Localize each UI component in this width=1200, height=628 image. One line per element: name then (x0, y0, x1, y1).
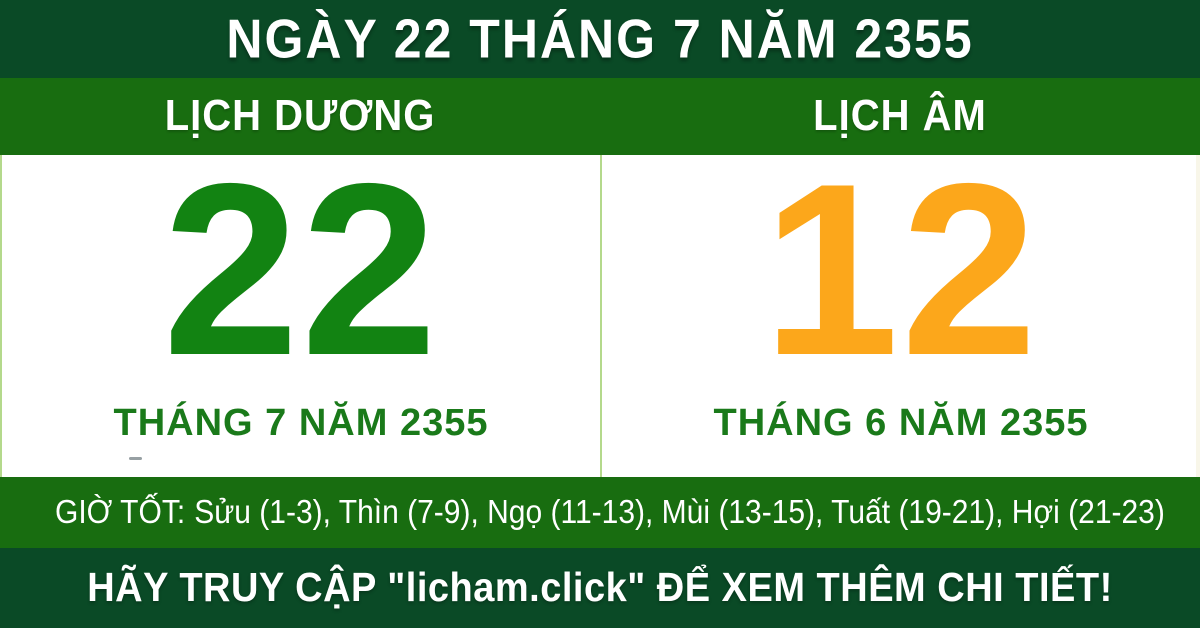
lunar-day-number: 12 (602, 146, 1200, 401)
good-hours-bar: GIỜ TỐT: Sửu (1-3), Thìn (7-9), Ngọ (11-1… (0, 477, 1200, 548)
footer-cta-bar: HÃY TRUY CẬP "licham.click" ĐỂ XEM THÊM … (0, 548, 1200, 628)
lunar-day-value: 12 (762, 131, 1040, 406)
date-title: NGÀY 22 THÁNG 7 NĂM 2355 (226, 8, 974, 70)
good-hours-text: GIỜ TỐT: Sửu (1-3), Thìn (7-9), Ngọ (11-1… (55, 493, 1165, 531)
date-title-bar: NGÀY 22 THÁNG 7 NĂM 2355 (0, 0, 1200, 78)
solar-day-number: 22 (2, 146, 600, 401)
good-hours-list: Sửu (1-3), Thìn (7-9), Ngọ (11-13), Mùi … (194, 493, 1165, 531)
lunar-panel: 12 THÁNG 6 NĂM 2355 (602, 146, 1200, 477)
solar-header-label: LỊCH DƯƠNG (164, 92, 436, 140)
calendar-body: 22 THÁNG 7 NĂM 2355 12 THÁNG 6 NĂM 2355 (0, 146, 1200, 477)
footer-cta-text: HÃY TRUY CẬP "licham.click" ĐỂ XEM THÊM … (87, 564, 1113, 611)
right-edge-strip (1196, 155, 1200, 477)
calendar-type-header-bar: LỊCH DƯƠNG LỊCH ÂM (0, 78, 1200, 155)
lunar-header-label: LỊCH ÂM (813, 92, 987, 140)
lunar-month-year-label: THÁNG 6 NĂM 2355 (713, 402, 1089, 444)
solar-day-value: 22 (162, 131, 440, 406)
solar-panel: 22 THÁNG 7 NĂM 2355 (2, 146, 602, 477)
solar-header: LỊCH DƯƠNG (0, 78, 600, 155)
small-dash-mark (129, 457, 142, 460)
good-hours-label: GIỜ TỐT: (55, 493, 186, 531)
solar-month-year-label: THÁNG 7 NĂM 2355 (113, 402, 489, 444)
lunar-header: LỊCH ÂM (600, 78, 1200, 155)
